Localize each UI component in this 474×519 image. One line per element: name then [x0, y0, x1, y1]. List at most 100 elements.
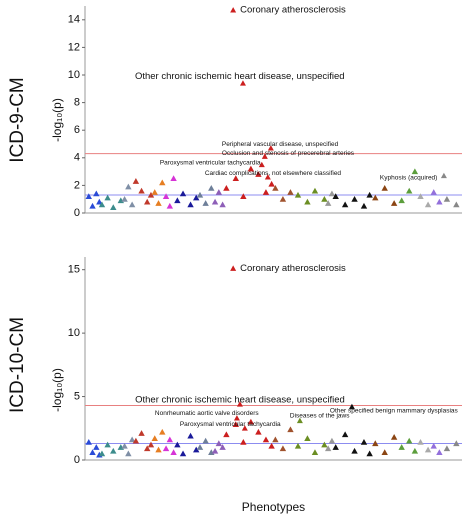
point [128, 201, 136, 208]
point [121, 196, 128, 202]
panel-label: ICD-9-CM [7, 77, 28, 163]
point [211, 198, 219, 205]
annotation: Peripheral vascular disease, unspecified [222, 141, 339, 148]
point [436, 198, 443, 205]
point [411, 447, 419, 454]
annotated-point [348, 403, 355, 410]
point [268, 180, 275, 187]
annotated-point [440, 172, 447, 179]
point [132, 437, 140, 444]
annotated-point [267, 145, 274, 151]
point [351, 196, 358, 202]
y-axis-label: -log₁₀(p) [50, 368, 64, 412]
point [247, 165, 255, 172]
point [187, 201, 194, 208]
y-tick-label: 12 [68, 41, 80, 53]
point [85, 439, 92, 445]
annotated-point [236, 401, 243, 407]
point [110, 204, 117, 211]
point [360, 202, 368, 209]
point [232, 421, 239, 428]
point [406, 437, 413, 444]
point [351, 447, 358, 454]
point [196, 191, 204, 198]
point [411, 168, 419, 175]
point [215, 189, 223, 195]
annotation: Paroxysmal ventricular tachycardia [180, 421, 281, 428]
annotation: Nonrheumatic aortic valve disorders [155, 410, 259, 417]
point [98, 201, 106, 208]
y-tick-label: 0 [74, 207, 80, 219]
point [279, 196, 287, 202]
point [219, 201, 226, 208]
point [255, 171, 262, 177]
point [98, 450, 106, 457]
point [232, 175, 239, 182]
point [196, 444, 204, 450]
point [398, 444, 405, 450]
annotated-point [239, 80, 246, 86]
point [443, 196, 451, 202]
y-tick-label: 10 [68, 327, 80, 339]
y-tick-label: 15 [68, 264, 80, 276]
point [324, 445, 332, 452]
point [304, 435, 311, 441]
point [179, 450, 187, 457]
annotated-point [264, 174, 271, 180]
point [268, 442, 275, 449]
point [193, 446, 200, 453]
point [211, 447, 219, 454]
point [138, 430, 145, 436]
x-axis-label: Phenotypes [242, 500, 305, 514]
point [406, 187, 413, 194]
annotated-point [258, 161, 265, 168]
panel-label: ICD-10-CM [7, 317, 28, 413]
point [294, 191, 302, 198]
point [247, 418, 255, 425]
y-tick-label: 0 [74, 454, 80, 466]
point [89, 449, 96, 455]
annotated-point [241, 425, 248, 431]
point [390, 433, 398, 440]
point [144, 445, 151, 452]
point [332, 444, 339, 450]
annotated-point [296, 417, 303, 424]
point [360, 439, 368, 445]
annotation: Occlusion and stenosis of precerebral ar… [222, 150, 355, 157]
point [170, 449, 177, 455]
point [202, 200, 209, 206]
point [93, 444, 100, 450]
point [155, 200, 162, 206]
point [262, 436, 270, 443]
point [121, 442, 128, 449]
point [159, 428, 166, 435]
point [443, 445, 451, 452]
y-tick-label: 5 [74, 390, 80, 402]
annotation: Diseases of the jaws [290, 412, 350, 419]
point [328, 437, 336, 444]
annotated-point [261, 153, 268, 159]
y-axis-label: -log₁₀(p) [50, 98, 64, 142]
point [240, 439, 247, 445]
point [341, 201, 349, 208]
point [144, 198, 151, 205]
point [324, 200, 332, 206]
point [147, 191, 155, 198]
y-tick-label: 4 [74, 152, 80, 164]
point [93, 190, 100, 197]
y-tick-label: 8 [74, 97, 80, 109]
point [174, 197, 181, 204]
annotation: Cardiac complications, not elsewhere cla… [205, 170, 342, 177]
point [208, 184, 215, 191]
point [262, 189, 270, 195]
point [321, 441, 328, 448]
point [272, 436, 279, 443]
annotation: Kyphosis (acquired) [380, 174, 437, 181]
point [96, 198, 103, 205]
point [417, 439, 424, 445]
point [170, 175, 177, 182]
annotation: Coronary atherosclerosis [240, 5, 346, 16]
point [321, 196, 328, 202]
point [311, 187, 319, 194]
